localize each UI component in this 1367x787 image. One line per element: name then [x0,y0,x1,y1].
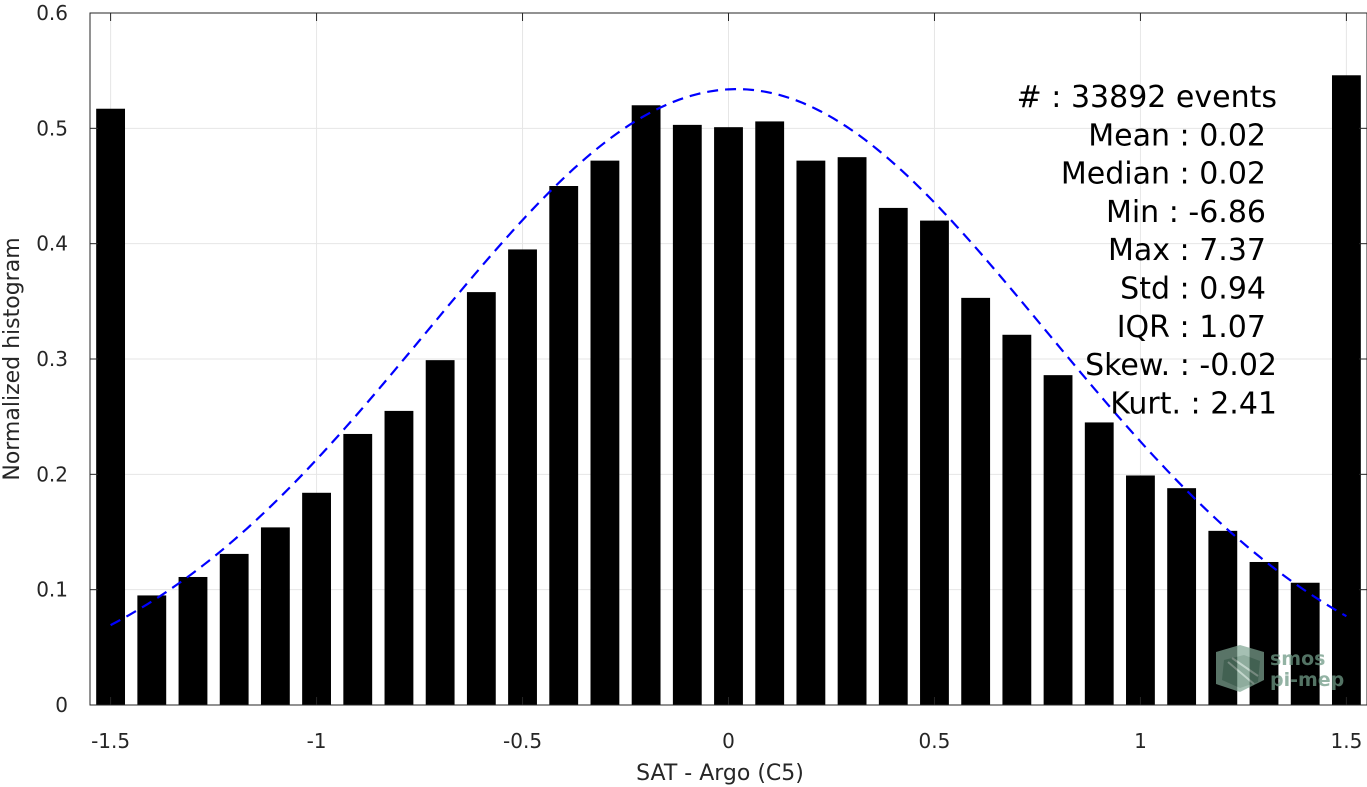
histogram-bar [920,220,949,705]
histogram-bar [302,492,331,705]
histogram-bar [590,160,620,706]
logo-emblem-icon [1216,645,1264,692]
histogram-bar [837,157,867,705]
histogram-bar [1331,75,1361,705]
histogram-bar [219,553,249,705]
y-tick-label: 0.5 [36,116,68,140]
histogram-bar [1043,375,1073,705]
y-tick-label: 0.6 [36,1,68,25]
stat-line: IQR : 1.07 [1117,310,1266,345]
y-tick-label: 0 [55,693,68,717]
histogram-bar [384,410,414,705]
y-tick-label: 0.3 [36,347,68,371]
stat-line: Skew. : -0.02 [1085,348,1277,383]
y-axis-label: Normalized histogram [0,237,25,480]
histogram-bar [137,595,167,705]
stat-line: Std : 0.94 [1120,272,1266,307]
histogram-bar [878,207,908,705]
histogram-bar [672,124,702,705]
histogram-bar [755,121,785,705]
x-tick-labels: -1.5 -1 -0.5 0 0.5 1 1.5 [91,729,1362,753]
histogram-bar [961,297,991,705]
axis-ticks [90,12,1367,706]
x-tick-label: -0.5 [503,729,542,753]
x-tick-label: 0 [722,729,735,753]
y-tick-labels: 0 0.1 0.2 0.3 0.4 0.5 0.6 [36,1,68,717]
stat-line: Kurt. : 2.41 [1110,386,1277,421]
histogram-bar [1084,422,1114,705]
histogram-bar [96,108,126,705]
x-tick-label: 1.5 [1330,729,1362,753]
gaussian-fit-curve [110,88,1347,627]
x-tick-label: -1 [307,729,327,753]
histogram-bar [549,186,579,705]
stat-line: Min : -6.86 [1106,195,1266,230]
histogram-bar [466,292,496,705]
histogram-bar [425,360,455,705]
logo-text-line1: smos [1270,648,1325,670]
x-axis-label: SAT - Argo (C5) [636,761,804,786]
stat-line: # : 33892 events [1017,80,1277,115]
x-tick-label: 0.5 [919,729,951,753]
smos-pi-mep-logo: smos pi-mep [1216,645,1344,692]
histogram-bar [796,160,826,706]
y-tick-label: 0.4 [36,232,68,256]
bars [96,75,1361,706]
stat-line: Median : 0.02 [1061,157,1266,192]
histogram-bar [1290,582,1320,705]
histogram-bar [1002,334,1032,705]
histogram-bar [178,576,208,705]
histogram-bar [1167,488,1197,705]
x-tick-label: -1.5 [91,729,130,753]
histogram-bar [1126,475,1155,705]
histogram-bar [343,433,373,705]
histogram-bar [260,527,290,705]
histogram-bar [714,127,743,706]
stat-line: Max : 7.37 [1108,233,1266,268]
y-tick-label: 0.1 [36,578,68,602]
y-tick-label: 0.2 [36,462,68,486]
x-tick-label: 1 [1134,729,1147,753]
logo-text-line2: pi-mep [1270,669,1344,691]
histogram-bar [631,105,661,706]
histogram-bar [508,249,537,705]
stat-line: Mean : 0.02 [1088,118,1266,153]
